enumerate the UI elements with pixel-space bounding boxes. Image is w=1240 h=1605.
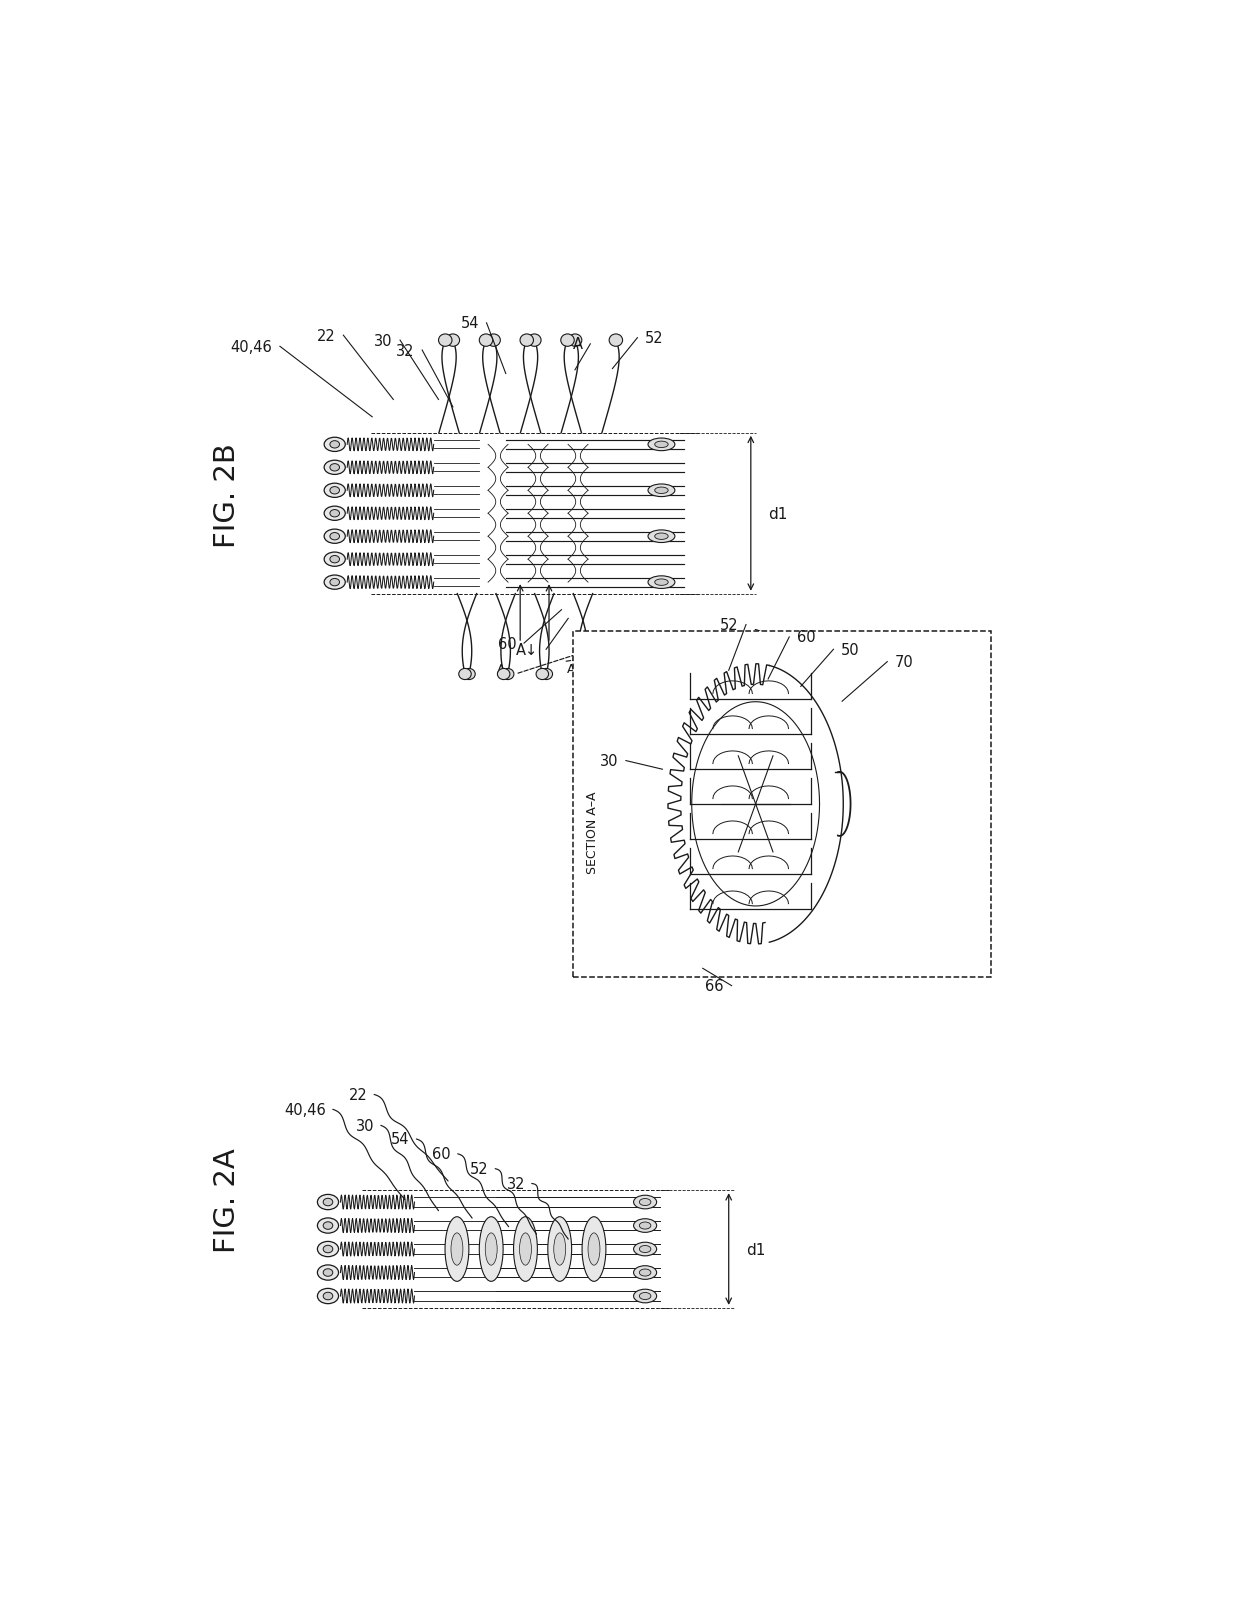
Text: 40,46: 40,46	[284, 1103, 326, 1117]
Text: 60: 60	[497, 636, 516, 652]
Ellipse shape	[554, 1233, 565, 1265]
Text: 30: 30	[600, 754, 619, 769]
Ellipse shape	[317, 1242, 339, 1257]
Ellipse shape	[655, 441, 668, 448]
Text: A: A	[567, 663, 575, 676]
Ellipse shape	[649, 576, 675, 589]
Ellipse shape	[485, 1233, 497, 1265]
Ellipse shape	[655, 579, 668, 586]
Ellipse shape	[634, 1289, 657, 1303]
Ellipse shape	[324, 461, 345, 475]
Ellipse shape	[655, 533, 668, 541]
Text: A: A	[573, 337, 583, 351]
Ellipse shape	[655, 488, 668, 494]
Text: 30: 30	[356, 1119, 374, 1133]
Ellipse shape	[445, 1217, 469, 1281]
Ellipse shape	[609, 335, 622, 347]
Ellipse shape	[330, 510, 340, 517]
Ellipse shape	[640, 1199, 651, 1205]
Ellipse shape	[541, 669, 553, 681]
Ellipse shape	[324, 438, 345, 453]
Ellipse shape	[324, 483, 345, 498]
Ellipse shape	[582, 1217, 606, 1281]
Ellipse shape	[640, 1223, 651, 1229]
Text: d1: d1	[768, 507, 787, 522]
Text: 22: 22	[348, 1087, 367, 1103]
Ellipse shape	[317, 1218, 339, 1233]
Text: 52: 52	[719, 618, 738, 632]
Ellipse shape	[324, 1292, 332, 1300]
Ellipse shape	[649, 485, 675, 498]
Ellipse shape	[568, 335, 582, 347]
Ellipse shape	[520, 335, 533, 347]
Ellipse shape	[634, 1266, 657, 1279]
Ellipse shape	[634, 1218, 657, 1233]
Ellipse shape	[520, 1233, 532, 1265]
Ellipse shape	[459, 669, 471, 681]
Ellipse shape	[536, 669, 548, 681]
Ellipse shape	[317, 1265, 339, 1281]
Ellipse shape	[649, 531, 675, 542]
Ellipse shape	[330, 464, 340, 472]
Ellipse shape	[640, 1292, 651, 1300]
Ellipse shape	[446, 335, 460, 347]
Ellipse shape	[480, 335, 492, 347]
Ellipse shape	[324, 1270, 332, 1276]
Ellipse shape	[634, 1196, 657, 1209]
Ellipse shape	[451, 1233, 463, 1265]
Ellipse shape	[487, 335, 501, 347]
Ellipse shape	[501, 669, 513, 681]
Ellipse shape	[497, 669, 510, 681]
Bar	[573, 631, 991, 977]
Text: FIG. 2A: FIG. 2A	[213, 1148, 241, 1252]
Ellipse shape	[324, 1221, 332, 1229]
Text: 60: 60	[797, 631, 816, 645]
Text: 54: 54	[460, 316, 479, 331]
Text: FIG. 2B: FIG. 2B	[213, 443, 241, 547]
Text: 54: 54	[391, 1132, 409, 1146]
Ellipse shape	[317, 1289, 339, 1303]
Ellipse shape	[560, 335, 574, 347]
Text: 22: 22	[317, 329, 336, 343]
Ellipse shape	[330, 533, 340, 541]
Ellipse shape	[480, 1217, 503, 1281]
Ellipse shape	[640, 1270, 651, 1276]
Text: 32: 32	[506, 1176, 525, 1191]
Ellipse shape	[324, 576, 345, 591]
Text: 40,46: 40,46	[231, 340, 273, 355]
Ellipse shape	[634, 1242, 657, 1257]
Ellipse shape	[324, 1199, 332, 1205]
Ellipse shape	[528, 335, 541, 347]
Ellipse shape	[330, 488, 340, 494]
Text: 52: 52	[645, 331, 663, 347]
Ellipse shape	[579, 669, 591, 681]
Ellipse shape	[330, 441, 340, 449]
Text: 70: 70	[895, 655, 914, 669]
Text: SECTION A–A: SECTION A–A	[585, 791, 599, 873]
Ellipse shape	[513, 1217, 537, 1281]
Ellipse shape	[330, 557, 340, 563]
Ellipse shape	[649, 438, 675, 451]
Ellipse shape	[574, 669, 588, 681]
Text: A↓: A↓	[516, 642, 538, 658]
Ellipse shape	[463, 669, 475, 681]
Text: 30: 30	[374, 334, 392, 348]
Ellipse shape	[324, 1245, 332, 1254]
Ellipse shape	[317, 1194, 339, 1210]
Ellipse shape	[324, 507, 345, 522]
Ellipse shape	[588, 1233, 600, 1265]
Text: 50: 50	[841, 642, 859, 658]
Text: 32: 32	[396, 343, 414, 358]
Text: d1: d1	[746, 1242, 765, 1257]
Text: 66: 66	[706, 979, 724, 993]
Ellipse shape	[640, 1245, 651, 1254]
Text: 52: 52	[470, 1162, 489, 1176]
Text: A: A	[497, 663, 505, 676]
Ellipse shape	[548, 1217, 572, 1281]
Ellipse shape	[324, 552, 345, 567]
Text: 60: 60	[433, 1146, 451, 1162]
Ellipse shape	[330, 579, 340, 586]
Ellipse shape	[324, 530, 345, 544]
Ellipse shape	[439, 335, 453, 347]
